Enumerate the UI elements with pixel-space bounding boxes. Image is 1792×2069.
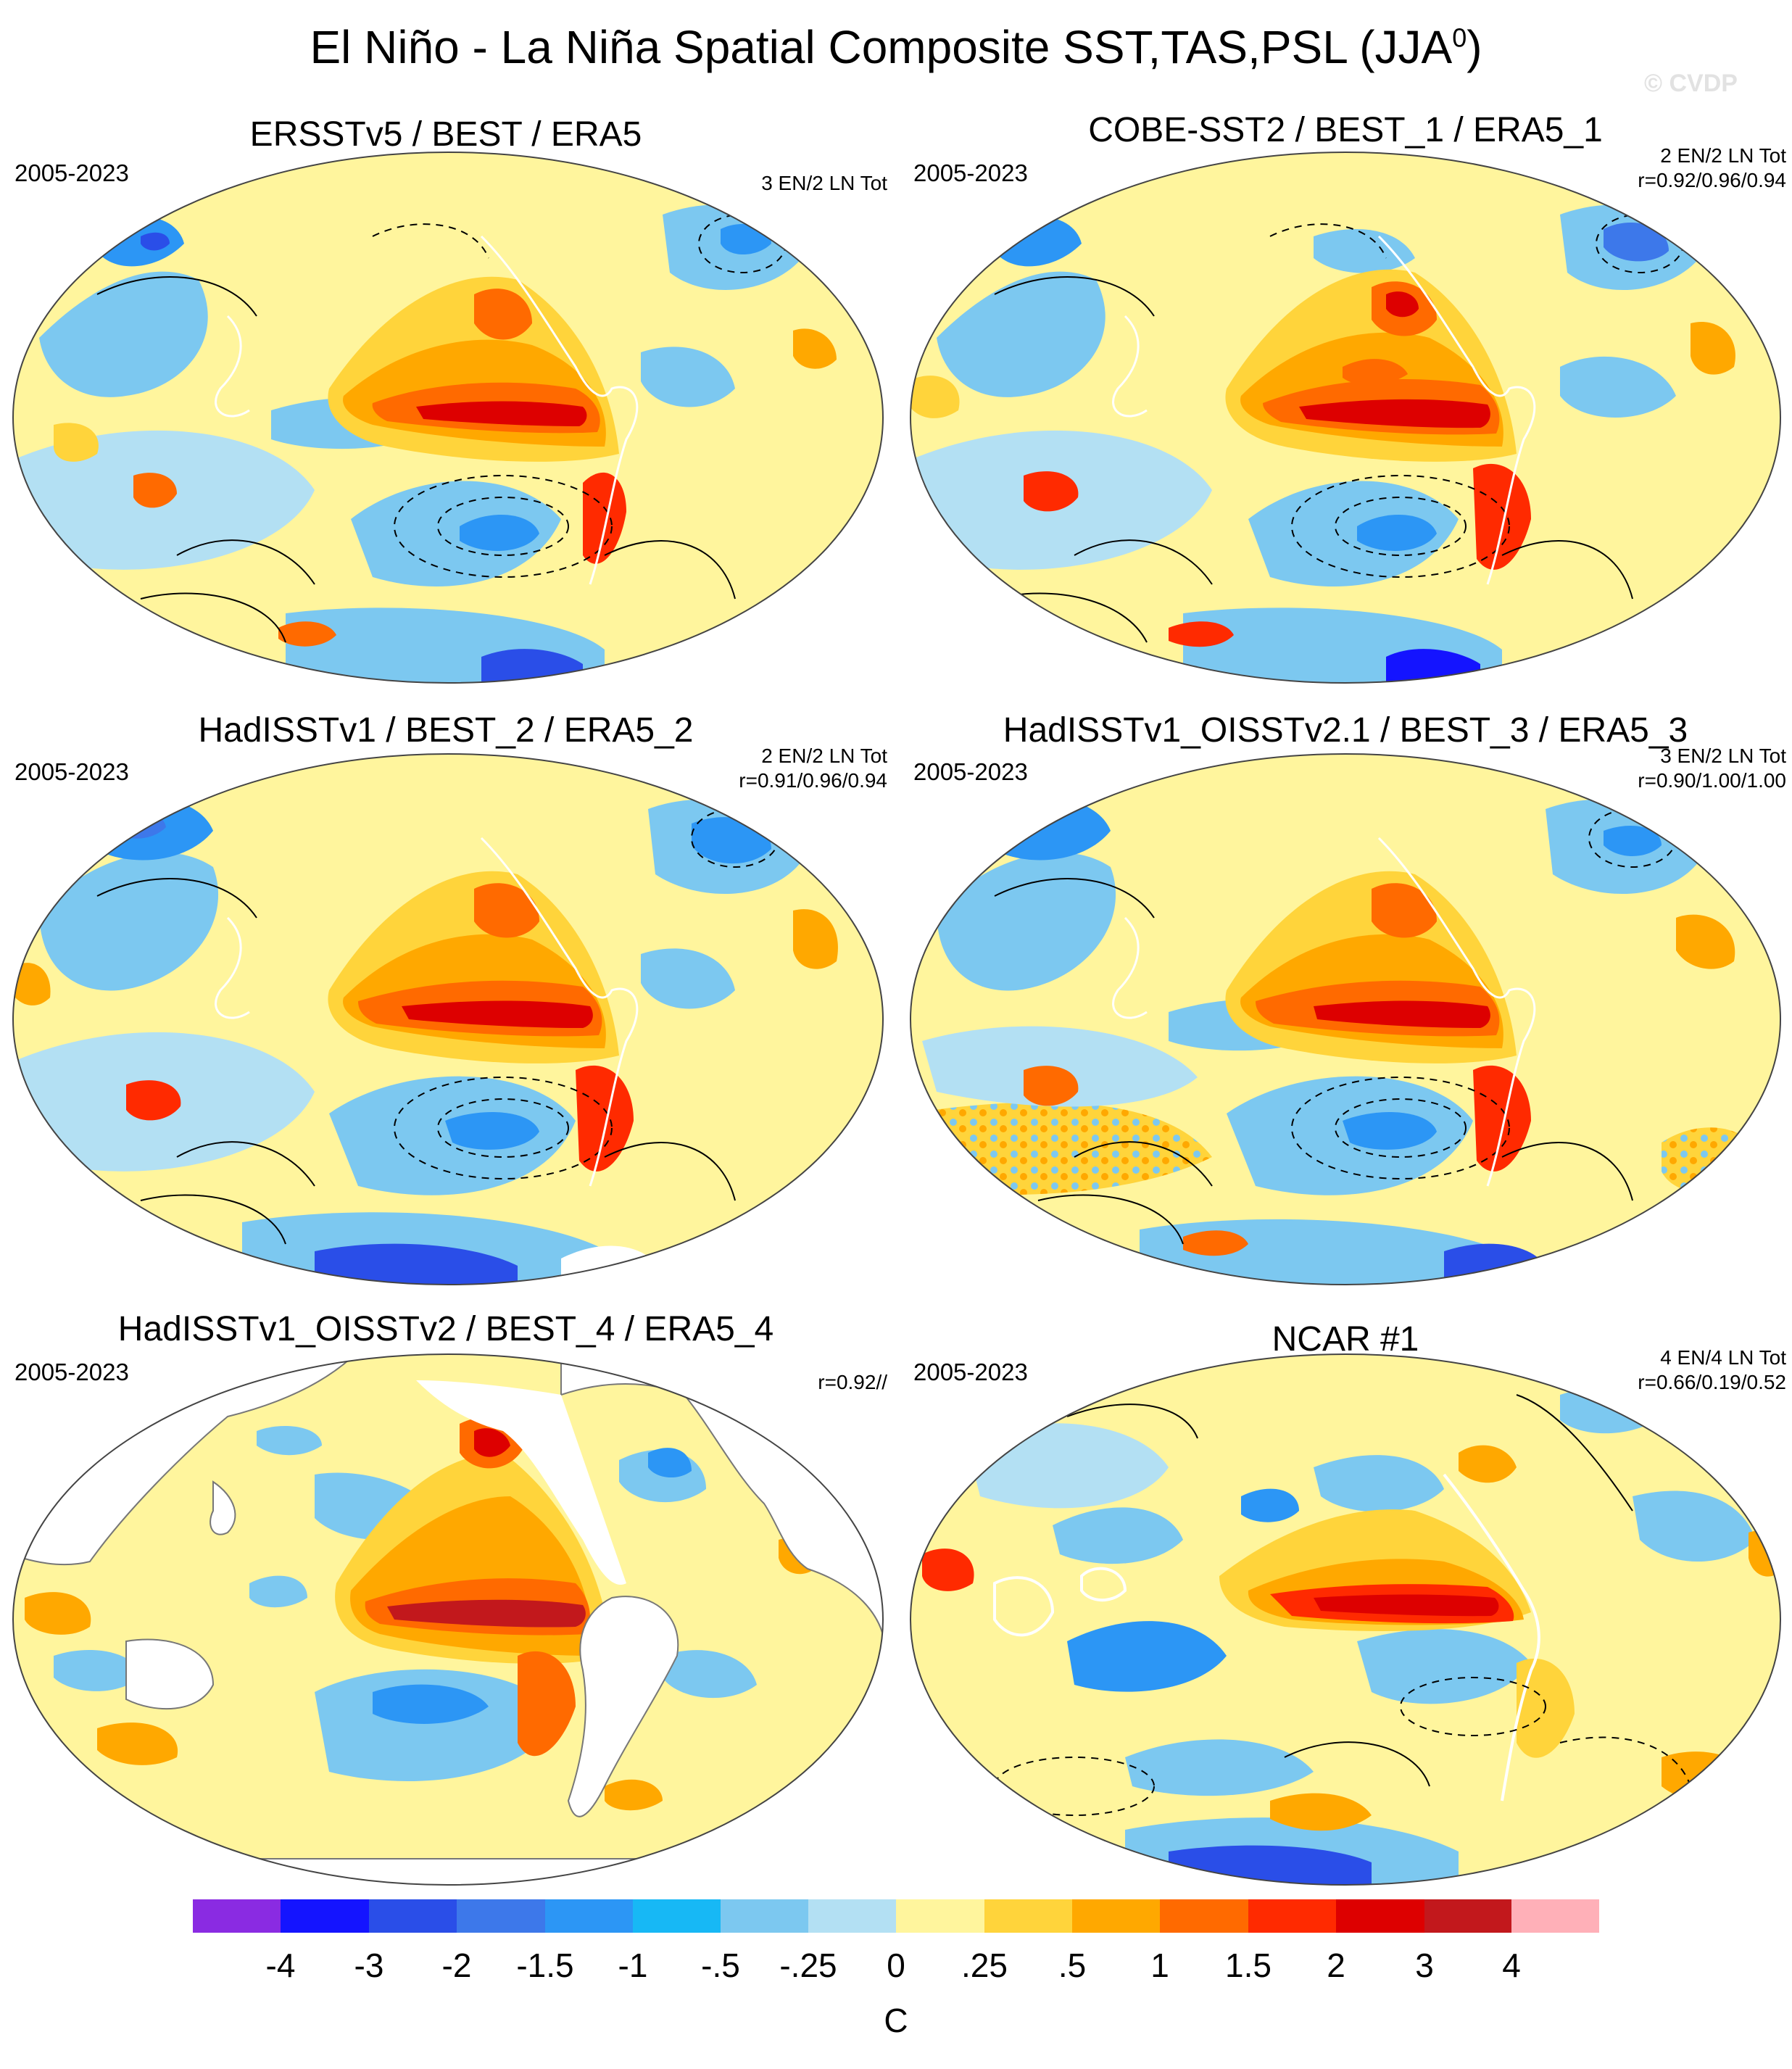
panel-2-title: COBE-SST2 / BEST_1 / ERA5_1 bbox=[1088, 111, 1603, 149]
colorbar-units: C bbox=[884, 2002, 908, 2039]
panel-3-period: 2005-2023 bbox=[14, 758, 129, 785]
colorbar-swatch bbox=[1072, 1899, 1160, 1933]
panel-4-map bbox=[910, 753, 1781, 1285]
panel-3-info: 2 EN/2 LN Tot r=0.91/0.96/0.94 bbox=[739, 745, 887, 792]
colorbar-swatch bbox=[721, 1899, 808, 1933]
colorbar-label: -1 bbox=[618, 1946, 648, 1984]
colorbar-label: 1 bbox=[1150, 1946, 1169, 1984]
colorbar-swatch bbox=[808, 1899, 896, 1933]
cvdp-watermark: © CVDP bbox=[1644, 70, 1738, 97]
colorbar-swatch bbox=[1160, 1899, 1248, 1933]
panel-1-map bbox=[12, 152, 884, 684]
panel-1-cold-anomalies bbox=[13, 204, 808, 683]
main-title: El Niño - La Niña Spatial Composite SST,… bbox=[310, 21, 1482, 73]
panel-1-coastlines bbox=[215, 235, 639, 585]
colorbar-swatch bbox=[984, 1899, 1072, 1933]
panel-6-coastlines bbox=[993, 1473, 1540, 1801]
colorbar-label: .5 bbox=[1058, 1946, 1087, 1984]
colorbar-label: -3 bbox=[354, 1946, 384, 1984]
colorbar bbox=[193, 1899, 1599, 1936]
panel-5-info: r=0.92// bbox=[818, 1371, 887, 1393]
colorbar-swatch bbox=[1336, 1899, 1424, 1933]
panel-6-period: 2005-2023 bbox=[913, 1359, 1028, 1385]
panel-6-title: NCAR #1 bbox=[1272, 1320, 1419, 1359]
colorbar-label: -4 bbox=[265, 1946, 296, 1984]
panel-4-period: 2005-2023 bbox=[913, 758, 1028, 785]
colorbar-label: -.25 bbox=[779, 1946, 837, 1984]
panel-2-info: 2 EN/2 LN Tot r=0.92/0.96/0.94 bbox=[1638, 144, 1786, 191]
panel-2-map bbox=[910, 152, 1781, 684]
panel-3-title: HadISSTv1 / BEST_2 / ERA5_2 bbox=[198, 711, 694, 750]
colorbar-label: -.5 bbox=[701, 1946, 740, 1984]
colorbar-swatch bbox=[281, 1899, 369, 1933]
panel-2-period: 2005-2023 bbox=[913, 159, 1028, 186]
panel-5-period: 2005-2023 bbox=[14, 1359, 129, 1385]
panel-6-info: 4 EN/4 LN Tot r=0.66/0.19/0.52 bbox=[1638, 1346, 1786, 1393]
panel-1-info: 3 EN/2 LN Tot bbox=[761, 172, 887, 194]
panel-5-map bbox=[12, 1353, 884, 1886]
colorbar-label: 1.5 bbox=[1225, 1946, 1272, 1984]
panel-3-map bbox=[12, 753, 884, 1285]
colorbar-swatch bbox=[193, 1899, 281, 1933]
panel-1-title: ERSSTv5 / BEST / ERA5 bbox=[249, 115, 642, 154]
colorbar-label: .25 bbox=[961, 1946, 1008, 1984]
panel-6-map bbox=[910, 1353, 1781, 1886]
colorbar-swatch bbox=[1424, 1899, 1511, 1933]
colorbar-swatch bbox=[1511, 1899, 1599, 1933]
colorbar-swatch bbox=[896, 1899, 984, 1933]
colorbar-label: -2 bbox=[441, 1946, 472, 1984]
colorbar-swatch bbox=[633, 1899, 721, 1933]
colorbar-label: 2 bbox=[1327, 1946, 1345, 1984]
colorbar-label: 0 bbox=[887, 1946, 905, 1984]
colorbar-label: 4 bbox=[1502, 1946, 1521, 1984]
colorbar-swatch bbox=[369, 1899, 457, 1933]
panel-4-title: HadISSTv1_OISSTv2.1 / BEST_3 / ERA5_3 bbox=[1003, 711, 1688, 750]
panel-5-title: HadISSTv1_OISSTv2 / BEST_4 / ERA5_4 bbox=[117, 1310, 774, 1348]
colorbar-swatch bbox=[457, 1899, 545, 1933]
colorbar-swatch bbox=[1248, 1899, 1336, 1933]
panel-4-info: 3 EN/2 LN Tot r=0.90/1.00/1.00 bbox=[1638, 745, 1786, 792]
colorbar-swatch bbox=[545, 1899, 633, 1933]
panel-1-period: 2005-2023 bbox=[14, 159, 129, 186]
colorbar-label: 3 bbox=[1415, 1946, 1434, 1984]
colorbar-label: -1.5 bbox=[516, 1946, 574, 1984]
